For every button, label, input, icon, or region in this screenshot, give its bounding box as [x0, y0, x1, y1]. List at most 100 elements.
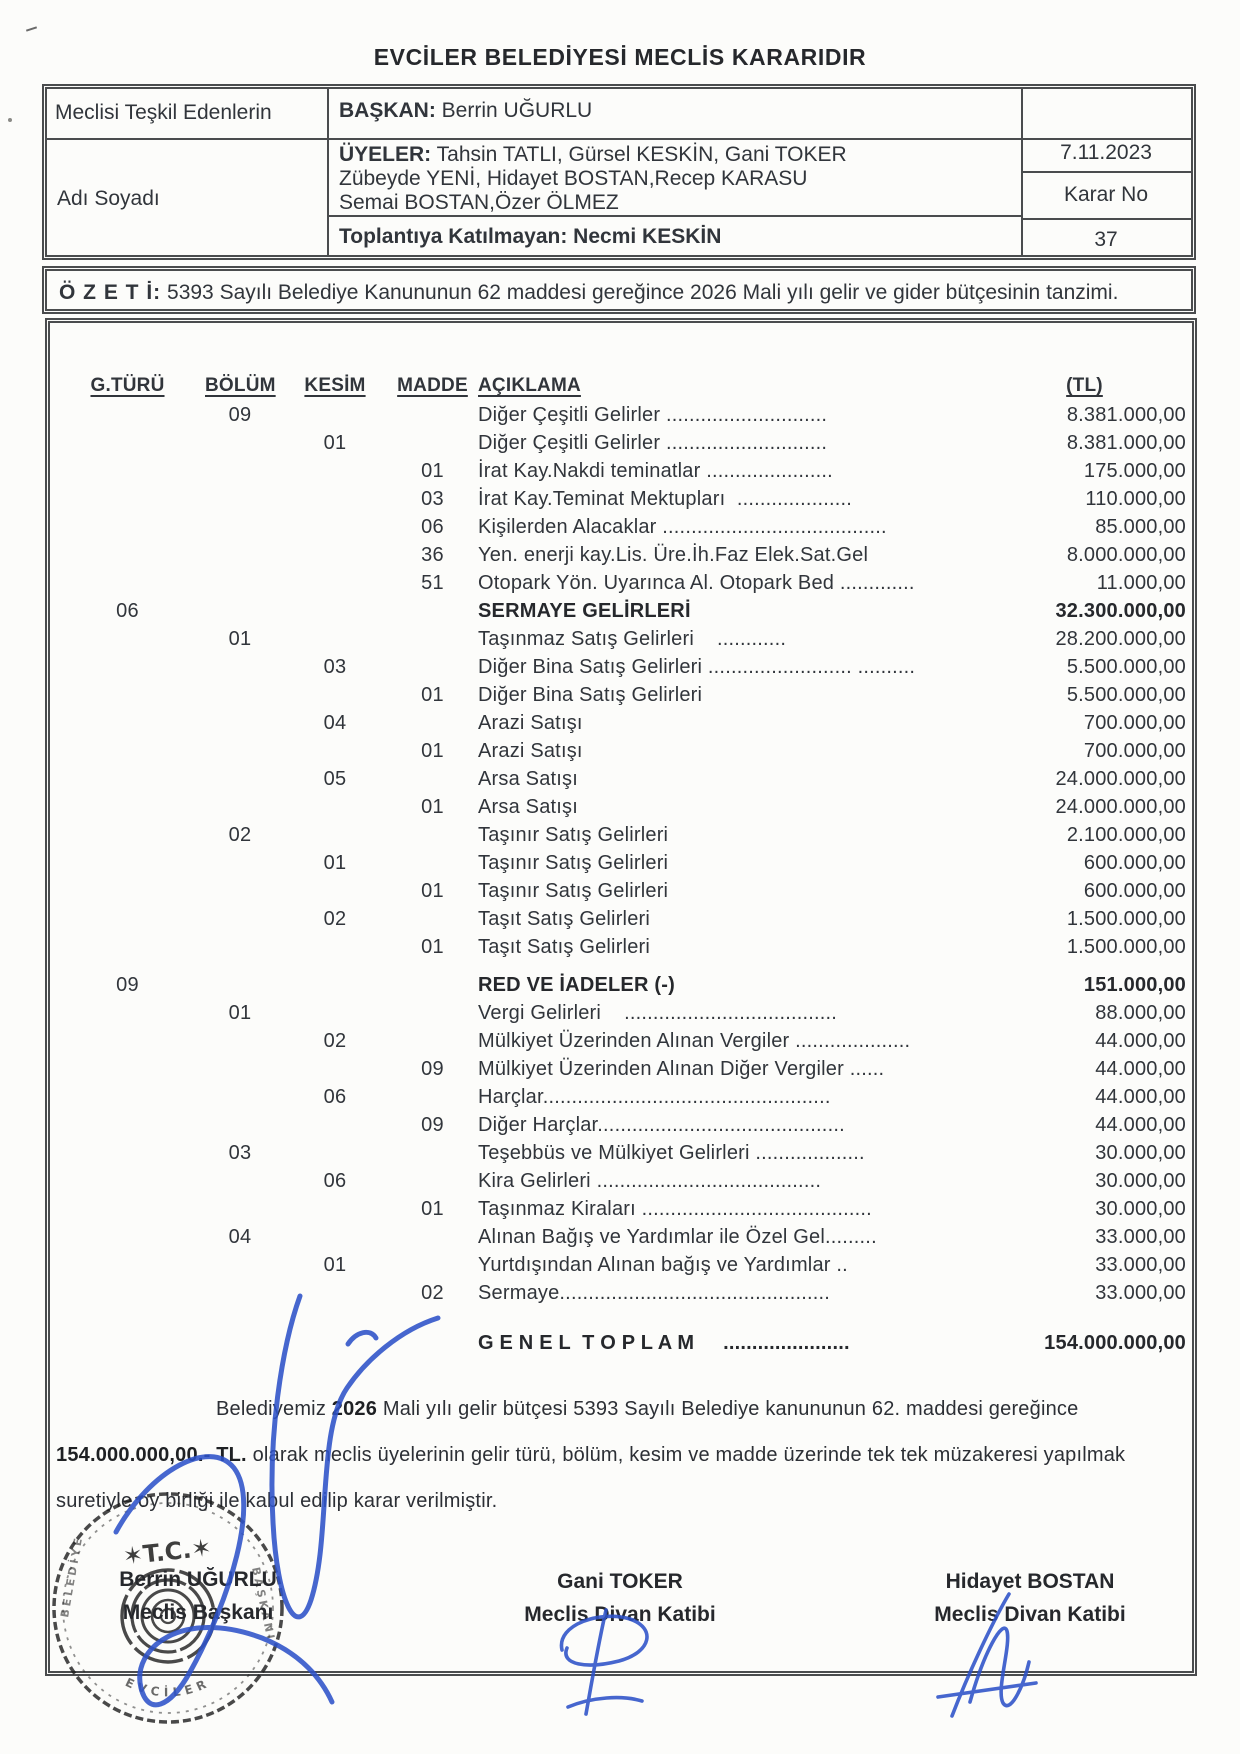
scan-artifact [8, 118, 12, 122]
table-row: 51 Otopark Yön. Uyarınca Al. Otopark Bed… [50, 569, 1192, 597]
aciklama-cell: Taşıt Satış Gelirleri [478, 935, 651, 958]
aciklama-cell: Arsa Satışı [478, 795, 579, 818]
amount-cell: 8.000.000,00 [1066, 543, 1186, 566]
divider [327, 215, 1021, 217]
aciklama-cell: Kira Gelirleri .........................… [478, 1169, 822, 1192]
amount-cell: 600.000,00 [1083, 879, 1186, 902]
amount-cell: 30.000,00 [1095, 1141, 1186, 1164]
table-row: 06 Kişilerden Alacaklar ................… [50, 513, 1192, 541]
kesim-cell: 03 [323, 655, 347, 678]
amount-cell: 44.000,00 [1095, 1057, 1186, 1080]
madde-cell: 09 [421, 1057, 444, 1080]
aciklama-cell: Mülkiyet Üzerinden Alınan Diğer Vergiler… [478, 1057, 885, 1080]
uyeler-label: ÜYELER: [339, 143, 432, 166]
madde-cell: 01 [421, 1197, 444, 1220]
aciklama-cell: RED VE İADELER (-) [478, 973, 675, 996]
signer-name: Gani TOKER [557, 1570, 683, 1593]
aciklama-cell: Arsa Satışı [478, 767, 579, 790]
madde-cell: 01 [421, 459, 444, 482]
amount-cell: 33.000,00 [1095, 1281, 1186, 1304]
budget-table-header: G.TÜRÜ BÖLÜM KESİM MADDE AÇIKLAMA (TL) [50, 371, 1192, 401]
madde-cell: 51 [421, 571, 444, 594]
aciklama-cell: Sermaye.................................… [478, 1281, 830, 1304]
stamp-arc-bottom-text: EVCİLER [123, 1675, 208, 1699]
divider [327, 89, 329, 255]
amount-cell: 11.000,00 [1096, 571, 1186, 594]
amount-cell: 700.000,00 [1083, 739, 1186, 762]
amount-cell: 5.500.000,00 [1066, 655, 1186, 678]
header-left-row1: Meclisi Teşkil Edenlerin [55, 101, 272, 124]
kesim-cell: 02 [323, 907, 347, 930]
amount-cell: 30.000,00 [1095, 1197, 1186, 1220]
amount-cell: 24.000.000,00 [1055, 795, 1186, 818]
table-row: 01 Diğer Çeşitli Gelirler ..............… [50, 429, 1192, 457]
amount-cell: 44.000,00 [1095, 1029, 1186, 1052]
karar-no-label: Karar No [1063, 183, 1149, 206]
header-left-row2: Adı Soyadı [57, 187, 160, 210]
paragraph-year: 2026 [331, 1398, 378, 1420]
table-row: 02 Taşıt Satış Gelirleri 1.500.000,00 [50, 905, 1192, 933]
aciklama-cell: Diğer Bina Satış Gelirleri .............… [478, 655, 916, 678]
uyeler-line3: Semai BOSTAN,Özer ÖLMEZ [339, 191, 619, 214]
signer-title: Meclis Divan Katibi [524, 1603, 716, 1626]
table-row: 02 Taşınır Satış Gelirleri 2.100.000,00 [50, 821, 1192, 849]
aciklama-cell: Taşınır Satış Gelirleri [478, 851, 669, 874]
amount-cell: 8.381.000,00 [1066, 403, 1186, 426]
bolum-cell: 09 [228, 403, 252, 426]
aciklama-cell: Vergi Gelirleri ........................… [478, 1001, 838, 1024]
madde-cell: 01 [421, 739, 444, 762]
uyeler-names-1: Tahsin TATLI, Gürsel KESKİN, Gani TOKER [436, 143, 847, 166]
ozet-text: 5393 Sayılı Belediye Kanununun 62 maddes… [167, 281, 1119, 304]
amount-cell: 154.000.000,00 [1044, 1331, 1186, 1354]
table-row: 01 Yurtdışından Alınan bağış ve Yardımla… [50, 1251, 1192, 1279]
divider [1021, 171, 1191, 173]
kesim-cell: 04 [323, 711, 347, 734]
aciklama-cell: SERMAYE GELİRLERİ [478, 599, 691, 622]
table-row: 02 Sermaye..............................… [50, 1279, 1192, 1307]
col-aciklama: AÇIKLAMA [478, 375, 581, 396]
bolum-cell: 03 [228, 1141, 252, 1164]
madde-cell: 01 [421, 879, 444, 902]
bolum-cell: 02 [228, 823, 252, 846]
signer-name: Hidayet BOSTAN [945, 1570, 1115, 1593]
aciklama-cell: Diğer Bina Satış Gelirleri [478, 683, 703, 706]
budget-table: G.TÜRÜ BÖLÜM KESİM MADDE AÇIKLAMA (TL) 0… [50, 371, 1192, 1359]
amount-cell: 2.100.000,00 [1066, 823, 1186, 846]
aciklama-cell: Taşınır Satış Gelirleri [478, 879, 669, 902]
paragraph-total: 154.000.000,00.- [56, 1444, 211, 1466]
budget-rows: 09 Diğer Çeşitli Gelirler ..............… [50, 401, 1192, 1359]
madde-cell: 02 [421, 1281, 444, 1304]
aciklama-cell: Diğer Çeşitli Gelirler .................… [478, 431, 828, 454]
table-row: 01 Taşıt Satış Gelirleri 1.500.000,00 [50, 933, 1192, 961]
col-kesim: KESİM [304, 375, 366, 396]
table-row: 04 Arazi Satışı 700.000,00 [50, 709, 1192, 737]
katilmayan-line: Toplantıya Katılmayan: Necmi KESKİN [339, 225, 721, 249]
table-row: 09 RED VE İADELER (-) 151.000,00 [50, 971, 1192, 999]
aciklama-cell: G E N E L T O P L A M ..................… [478, 1331, 850, 1354]
amount-cell: 151.000,00 [1083, 973, 1186, 996]
aciklama-cell: Teşebbüs ve Mülkiyet Gelirleri .........… [478, 1141, 865, 1164]
table-row: 01 Diğer Bina Satış Gelirleri 5.500.000,… [50, 681, 1192, 709]
aciklama-cell: Taşıt Satış Gelirleri [478, 907, 651, 930]
paragraph-text: Mali yılı gelir bütçesi 5393 Sayılı Bele… [377, 1398, 1079, 1420]
aciklama-cell: Yen. enerji kay.Lis. Üre.İh.Faz Elek.Sat… [478, 543, 869, 566]
kesim-cell: 06 [323, 1085, 347, 1108]
budget-table-box: G.TÜRÜ BÖLÜM KESİM MADDE AÇIKLAMA (TL) 0… [45, 318, 1197, 1676]
kesim-cell: 02 [323, 1029, 347, 1052]
amount-cell: 33.000,00 [1095, 1253, 1186, 1276]
table-row: 04 Alınan Bağış ve Yardımlar ile Özel Ge… [50, 1223, 1192, 1251]
aciklama-cell: Arazi Satışı [478, 711, 583, 734]
amount-cell: 32.300.000,00 [1055, 599, 1186, 622]
table-row: 09 Mülkiyet Üzerinden Alınan Diğer Vergi… [50, 1055, 1192, 1083]
madde-cell: 01 [421, 935, 444, 958]
signer-gani: Gani TOKER Meclis Divan Katibi [490, 1565, 750, 1631]
amount-cell: 88.000,00 [1095, 1001, 1186, 1024]
aciklama-cell: Yurtdışından Alınan bağış ve Yardımlar .… [478, 1253, 848, 1276]
table-row: 05 Arsa Satışı 24.000.000,00 [50, 765, 1192, 793]
table-row: 01 Taşınır Satış Gelirleri 600.000,00 [50, 849, 1192, 877]
signer-title: Meclis Divan Katibi [934, 1603, 1126, 1626]
table-row: 03 İrat Kay.Teminat Mektupları .........… [50, 485, 1192, 513]
amount-cell: 44.000,00 [1095, 1113, 1186, 1136]
signer-hidayet: Hidayet BOSTAN Meclis Divan Katibi [895, 1565, 1165, 1631]
aciklama-cell: İrat Kay.Teminat Mektupları ............… [478, 487, 852, 510]
